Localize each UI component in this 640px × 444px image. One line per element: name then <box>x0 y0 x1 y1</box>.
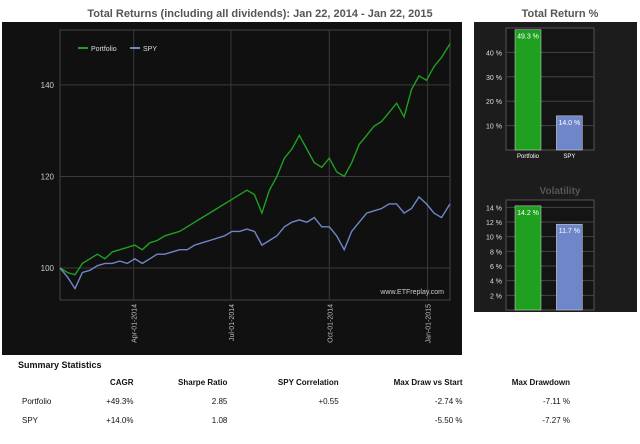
side-bar-charts: 10 % 20 % 30 % 40 % 49.3 % Portfolio 14.0 % SPY… <box>486 27 595 311</box>
summary-cell: Portfolio <box>22 397 52 406</box>
spy-bar <box>556 223 583 311</box>
bar-y-tick-label: 8 % <box>490 249 502 256</box>
summary-cell <box>235 414 346 433</box>
x-tick-label: Apr-01-2014 <box>132 304 139 343</box>
summary-cell: 2.85 <box>211 397 228 406</box>
bar-value-label: 49.3 % <box>517 34 539 41</box>
summary-header-cell <box>18 376 81 395</box>
bar-value-label: 14.0 % <box>558 120 580 127</box>
summary-cell: SPY <box>22 416 39 425</box>
summary-cell: 1.08 <box>211 416 228 425</box>
bar-y-tick-label: 30 % <box>486 75 502 82</box>
summary-header-cell: SPY Correlation <box>277 378 339 387</box>
summary-statistics-title: Summary Statistics <box>18 360 102 370</box>
summary-cell: +14.0% <box>106 416 134 425</box>
summary-cell: -5.50 % <box>434 416 463 425</box>
legend-label: SPY <box>143 46 157 53</box>
x-tick-label: Jan-01-2015 <box>426 304 433 343</box>
bar-y-tick-label: 12 % <box>486 220 502 227</box>
portfolio-bar <box>514 29 542 151</box>
y-tick-label: 140 <box>41 81 55 90</box>
bar-y-tick-label: 14 % <box>486 205 502 212</box>
bar-value-label: 14.2 % <box>517 210 539 217</box>
spy-bar <box>556 115 583 151</box>
legend-label: Portfolio <box>91 46 117 53</box>
portfolio-bar <box>514 205 542 311</box>
main-chart-panel: Apr-01-2014 Jul-01-2014 Oct-01-2014 Jan-01-… <box>2 22 462 355</box>
summary-statistics: Summary Statistics CAGR Sharpe Ratio SPY… <box>18 360 618 433</box>
summary-header-row: CAGR Sharpe Ratio SPY Correlation Max Dr… <box>18 376 578 395</box>
total-return-title: Total Return % <box>521 8 599 20</box>
bar-y-tick-label: 10 % <box>486 124 502 131</box>
x-tick-label: Oct-01-2014 <box>327 304 334 343</box>
summary-cell: -2.74 % <box>434 397 463 406</box>
portfolio-series-line <box>59 43 451 276</box>
bar-y-tick-label: 10 % <box>486 235 502 242</box>
watermark-text: www.ETFreplay.com <box>379 289 444 296</box>
y-tick-label: 100 <box>41 264 55 273</box>
bar-y-tick-label: 20 % <box>486 99 502 106</box>
summary-cell: -7.27 % <box>542 416 570 425</box>
bar-y-tick-label: 2 % <box>490 293 502 300</box>
summary-table: CAGR Sharpe Ratio SPY Correlation Max Dr… <box>18 376 578 433</box>
bar-category-label: SPY <box>563 154 575 160</box>
plot-area <box>59 29 451 301</box>
summary-cell: -7.11 % <box>543 397 570 406</box>
summary-header-cell: Max Drawdown <box>511 378 570 387</box>
y-tick-label: 120 <box>41 172 55 181</box>
main-line-chart: Apr-01-2014 Jul-01-2014 Oct-01-2014 Jan-01-… <box>41 29 451 343</box>
table-row: SPY +14.0% 1.08 -5.50 % -7.27 % <box>18 414 578 433</box>
bar-category-label: Portfolio <box>517 154 540 160</box>
table-row: Portfolio +49.3% 2.85 +0.55 -2.74 % -7.1… <box>18 395 578 414</box>
x-tick-label: Jul-01-2014 <box>229 304 236 341</box>
summary-header-cell: Max Draw vs Start <box>393 378 463 387</box>
spy-series-line <box>59 195 451 291</box>
bar-y-tick-label: 4 % <box>490 279 502 286</box>
bar-chart-title: Volatility <box>540 186 581 197</box>
summary-header-cell: CAGR <box>109 378 134 387</box>
summary-cell: +0.55 <box>318 397 339 406</box>
bar-y-tick-label: 6 % <box>490 264 502 271</box>
side-charts-panel: 10 % 20 % 30 % 40 % 49.3 % Portfolio 14.0 % SPY… <box>474 22 637 312</box>
bar-y-tick-label: 40 % <box>486 50 502 57</box>
main-chart-title: Total Returns (including all dividends):… <box>87 8 433 20</box>
summary-header-cell: Sharpe Ratio <box>178 378 228 387</box>
summary-cell: +49.3% <box>106 397 134 406</box>
bar-value-label: 11.7 % <box>559 228 580 235</box>
